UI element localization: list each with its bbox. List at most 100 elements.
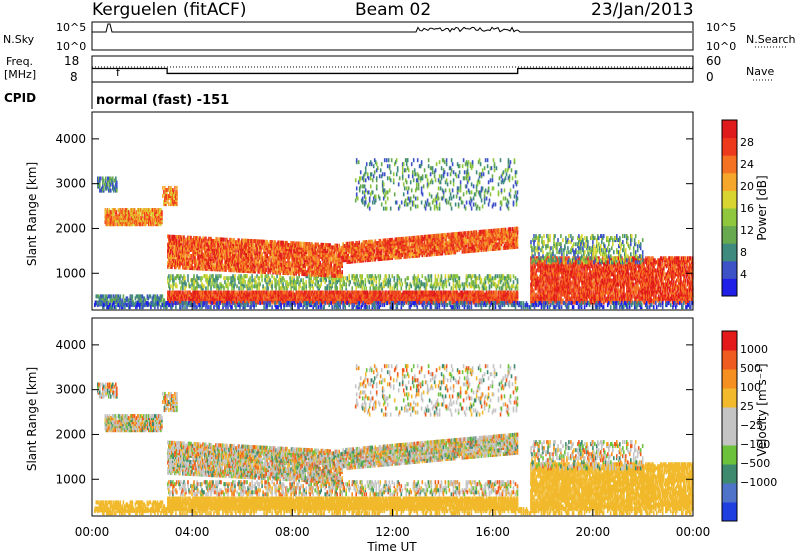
nave-right-label: Nave [746,65,774,78]
power-cell [490,274,492,278]
power-cell [295,284,297,288]
power-cell [227,282,229,286]
power-cell [243,284,245,288]
power-cell [303,286,305,290]
power-cell [479,286,481,290]
power-cell [464,286,466,290]
power-cell [399,276,401,280]
power-cell [246,274,248,278]
freq-tick-top: 18 [64,54,79,68]
sky-left-label: N.Sky [3,33,35,46]
power-cell [198,284,200,288]
power-cell [349,280,351,284]
power-cell [344,276,346,280]
power-cell [202,267,204,271]
search-tick-top: 10^5 [706,21,736,34]
power-cell [265,274,267,278]
power-cell [266,282,268,286]
power-cell [437,278,439,282]
power-panel: 1000200030004000 Slant Range [km] 481216… [25,112,769,310]
power-cell [276,274,278,278]
freq-label-line1: Freq. [6,55,33,68]
power-cell [459,276,461,280]
power-cell [234,278,236,282]
power-cell [346,242,348,246]
power-cell [495,274,497,278]
power-cell [234,274,236,278]
power-cell [264,286,266,290]
power-cell [355,278,357,282]
power-cell [429,278,431,282]
power-cell [185,282,187,286]
power-cell [198,276,200,280]
power-cell [209,274,211,278]
sky-count-line [92,24,692,32]
cpid-label: CPID [4,91,36,105]
power-cell [297,278,299,282]
station-title: Kerguelen (fitACF) [92,0,246,20]
power-cell [176,284,178,288]
power-cell [120,294,122,298]
power-cell [262,284,264,288]
power-cell [216,237,218,241]
power-cell [481,278,483,282]
power-cell [183,235,185,239]
power-cell [267,286,269,290]
power-cell [508,282,510,286]
power-cell [366,286,368,290]
power-cell [172,274,174,278]
power-cell [185,291,187,295]
power-cell [289,267,291,271]
power-cell [489,284,491,288]
power-cell [326,284,328,288]
power-cell [453,282,455,286]
power-cell [428,274,430,278]
power-cell [431,274,433,278]
cpid-text: normal (fast) -151 [96,93,229,108]
power-cell [386,274,388,278]
power-cell [492,276,494,280]
power-cell [314,282,316,286]
power-cell [407,282,409,286]
sky-search-panel: N.Sky N.Search 10^5 10^0 10^5 10^0 [3,21,796,53]
sky-panel-frame [92,22,693,50]
power-cell [223,238,225,242]
power-cell [261,252,263,256]
power-cell [376,280,378,284]
power-cell [251,284,253,288]
power-cell [228,276,230,280]
power-cell [252,243,254,247]
power-cell [249,276,251,280]
power-cell [358,241,360,245]
power-cell [439,286,441,290]
power-cell [456,286,458,290]
power-cell [513,280,515,284]
power-cell [515,276,517,280]
power-cell [345,282,347,286]
power-cell [369,280,371,284]
power-cell [207,286,209,290]
power-cell [224,276,226,280]
power-cell [392,286,394,290]
power-cell [417,280,419,284]
power-cell [503,282,505,286]
nave-tick-bottom: 0 [706,70,714,84]
power-cell [251,278,253,282]
power-cell [510,274,512,278]
power-cell [261,278,263,282]
power-cell [451,286,453,290]
power-cell [364,286,366,290]
power-cell [517,278,519,282]
power-cell [362,280,364,284]
power-cell [343,280,345,284]
power-cell [365,278,367,282]
sky-tick-bottom: 10^0 [56,40,86,53]
date-title: 23/Jan/2013 [591,0,694,20]
power-cell [336,286,338,290]
power-cell [513,274,515,278]
power-cell [187,274,189,278]
power-cell [244,280,246,284]
power-cell [376,276,378,280]
power-cell [499,286,501,290]
